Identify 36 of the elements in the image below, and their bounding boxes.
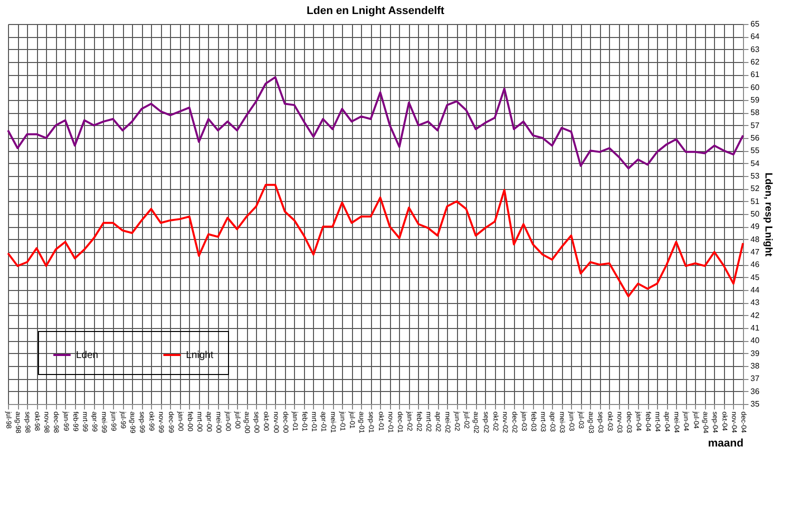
y-tick-label: 58	[750, 108, 760, 118]
y-tick-label: 47	[750, 248, 760, 256]
y-tick-label: 44	[750, 286, 760, 294]
line-series	[7, 184, 744, 298]
y-tick-label: 40	[750, 336, 760, 346]
y-tick-label: 43	[750, 298, 760, 308]
chart-title: Lden en Lnight Assendelft	[306, 5, 445, 17]
y-tick-label: 37	[750, 374, 760, 384]
y-tick-label: 54	[750, 158, 760, 168]
y-tick-label: 57	[750, 120, 760, 130]
y-tick-label: 46	[750, 260, 760, 270]
y-tick-label: 52	[750, 184, 760, 194]
y-tick-label: 48	[750, 234, 760, 244]
y-tick-label: 62	[750, 58, 760, 66]
y-tick-label: 51	[750, 196, 760, 206]
y-tick-label: 64	[750, 32, 760, 42]
y-tick-label: 39	[750, 348, 760, 358]
y-tick-label: 35	[750, 400, 760, 408]
y-axis-title: Lden, resp Lnight	[762, 172, 774, 258]
y-tick-label: 65	[750, 20, 760, 28]
y-tick-label: 53	[750, 172, 760, 180]
y-tick-label: 63	[750, 44, 760, 54]
x-axis-title: maand	[708, 437, 744, 450]
y-tick-label: 41	[750, 324, 760, 332]
y-tick-label: 38	[750, 362, 760, 370]
y-tick-label: 50	[750, 210, 760, 218]
y-tick-label: 60	[750, 82, 760, 92]
line-series	[7, 76, 744, 170]
y-tick-label: 56	[750, 134, 760, 142]
y-tick-label: 59	[750, 96, 760, 104]
y-tick-label: 36	[750, 386, 760, 396]
y-tick-label: 42	[750, 310, 760, 320]
y-tick-label: 45	[750, 272, 760, 282]
y-tick-label: 61	[750, 70, 760, 80]
y-tick-label: 55	[750, 146, 760, 156]
y-tick-label: 49	[750, 222, 760, 232]
